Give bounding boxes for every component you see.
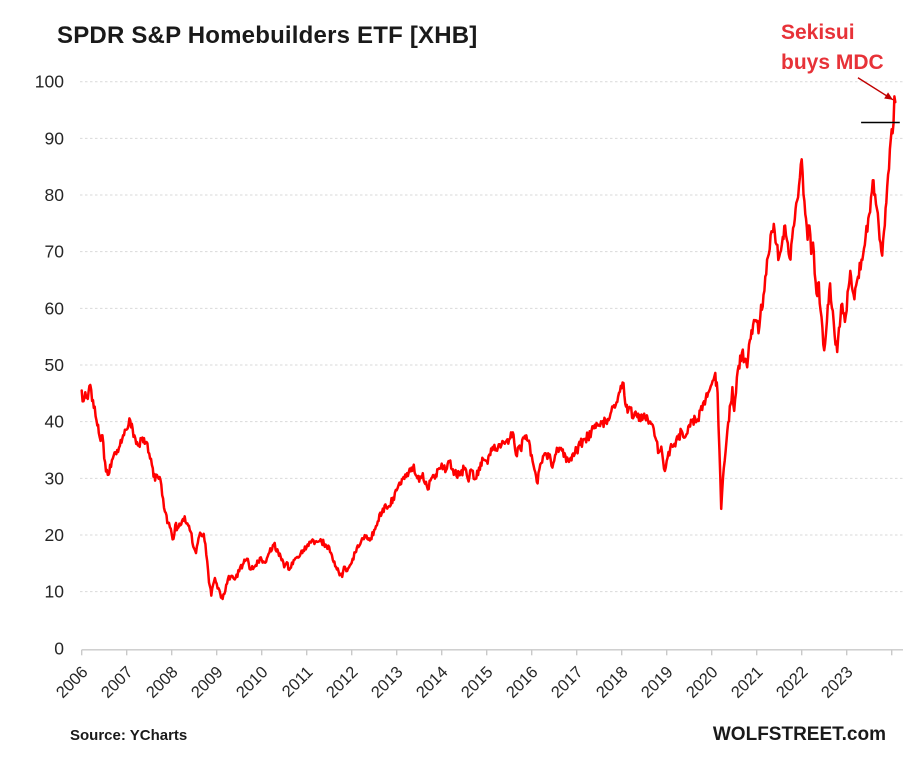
y-tick-label: 90: [45, 128, 65, 148]
x-tick-label: 2017: [548, 663, 587, 702]
y-tick-label: 70: [45, 242, 65, 262]
branding-wolfstreet: WOLFSTREET.com: [712, 724, 886, 745]
x-tick-label: 2009: [188, 663, 227, 702]
y-tick-label: 60: [45, 298, 65, 318]
event-annotation-line2: buys MDC: [781, 51, 884, 74]
x-tick-label: 2011: [279, 663, 317, 701]
x-tick-label: 2019: [638, 663, 677, 702]
x-tick-label: 2018: [593, 663, 632, 702]
x-tick-label: 2014: [413, 663, 452, 702]
y-tick-label: 80: [45, 185, 65, 205]
event-annotation: Sekisui buys MDC: [781, 18, 884, 78]
x-tick-label: 2020: [683, 663, 722, 702]
price-line-series: [80, 95, 897, 601]
x-tick-label: 2008: [143, 663, 182, 702]
source-note: Source: YCharts: [70, 727, 188, 744]
x-tick-label: 2012: [323, 663, 362, 702]
y-tick-label: 0: [54, 638, 64, 658]
x-tick-label: 2006: [53, 663, 92, 702]
y-tick-label: 50: [45, 355, 65, 375]
y-tick-label: 20: [45, 525, 65, 545]
y-tick-label: 100: [35, 72, 64, 92]
x-tick-label: 2022: [773, 663, 812, 702]
y-tick-label: 40: [45, 412, 65, 432]
annotation-arrow-icon: [857, 77, 894, 101]
grid-lines: [80, 81, 903, 593]
arrow-head: [884, 92, 894, 100]
y-axis-labels: 0 10 20 30 40 50 60 70 80 90 100: [35, 72, 64, 659]
x-tick-label: 2010: [233, 663, 272, 702]
x-tick-label: 2016: [503, 663, 542, 702]
x-tick-label: 2007: [98, 663, 137, 702]
x-tick-label: 2015: [458, 663, 497, 702]
x-tick-label: 2013: [368, 663, 407, 702]
y-tick-label: 10: [45, 582, 65, 602]
x-tick-label: 2023: [818, 663, 857, 702]
x-axis-labels: 2006 2007 2008 2009 2010 2011 2012 2013 2014 2015…: [53, 663, 857, 702]
x-axis: [80, 649, 903, 656]
event-annotation-line1: Sekisui: [781, 21, 855, 44]
x-tick-label: 2021: [728, 663, 767, 702]
y-tick-label: 30: [45, 468, 65, 488]
chart-title: SPDR S&P Homebuilders ETF [XHB]: [57, 22, 478, 49]
